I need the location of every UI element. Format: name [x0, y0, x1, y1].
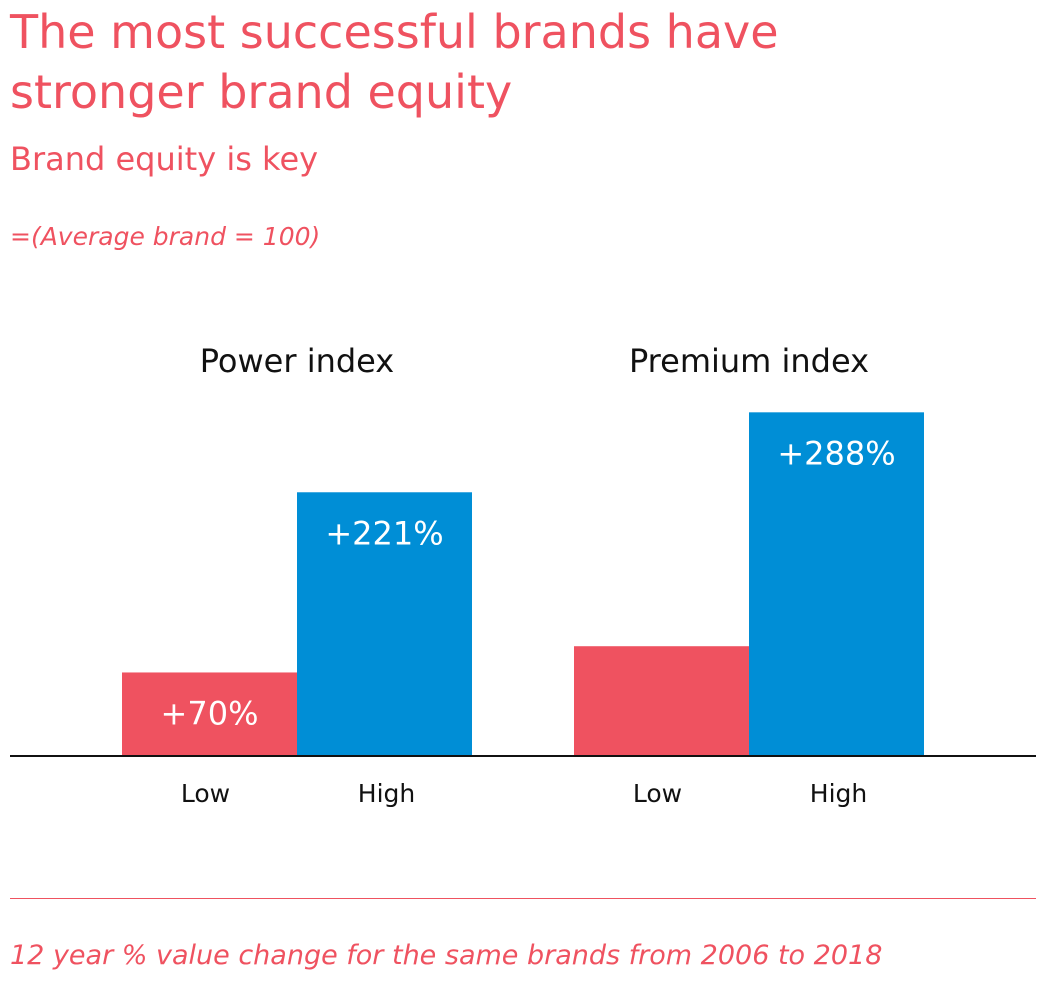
- bar-power-index-low: [122, 672, 297, 756]
- data-label-1-1: +288%: [777, 434, 895, 472]
- group-label-0: Power index: [200, 342, 394, 380]
- x-tick-label-0-0: Low: [181, 779, 230, 808]
- chart-subtitle: Brand equity is key: [10, 140, 319, 178]
- title-line-1: The most successful brands have: [10, 5, 779, 59]
- footer-divider: [10, 898, 1036, 899]
- group-label-1: Premium index: [629, 342, 869, 380]
- data-label-0-0: +70%: [161, 694, 259, 732]
- bar-power-index-high: [297, 492, 472, 756]
- title-line-2: stronger brand equity: [10, 65, 513, 119]
- bar-premium-index-low: [574, 646, 749, 756]
- bar-chart: Power index +70% Low +221% High Premium index…: [10, 342, 1036, 808]
- x-tick-label-0-1: High: [358, 779, 415, 808]
- x-tick-label-1-0: Low: [633, 779, 682, 808]
- x-tick-label-1-1: High: [810, 779, 867, 808]
- chart-title: The most successful brands have stronger…: [10, 2, 1010, 122]
- data-label-0-1: +221%: [325, 514, 443, 552]
- footer-caption: 12 year % value change for the same bran…: [10, 940, 883, 971]
- baseline-note: =(Average brand = 100): [10, 222, 321, 251]
- bar-premium-index-high: [749, 412, 924, 756]
